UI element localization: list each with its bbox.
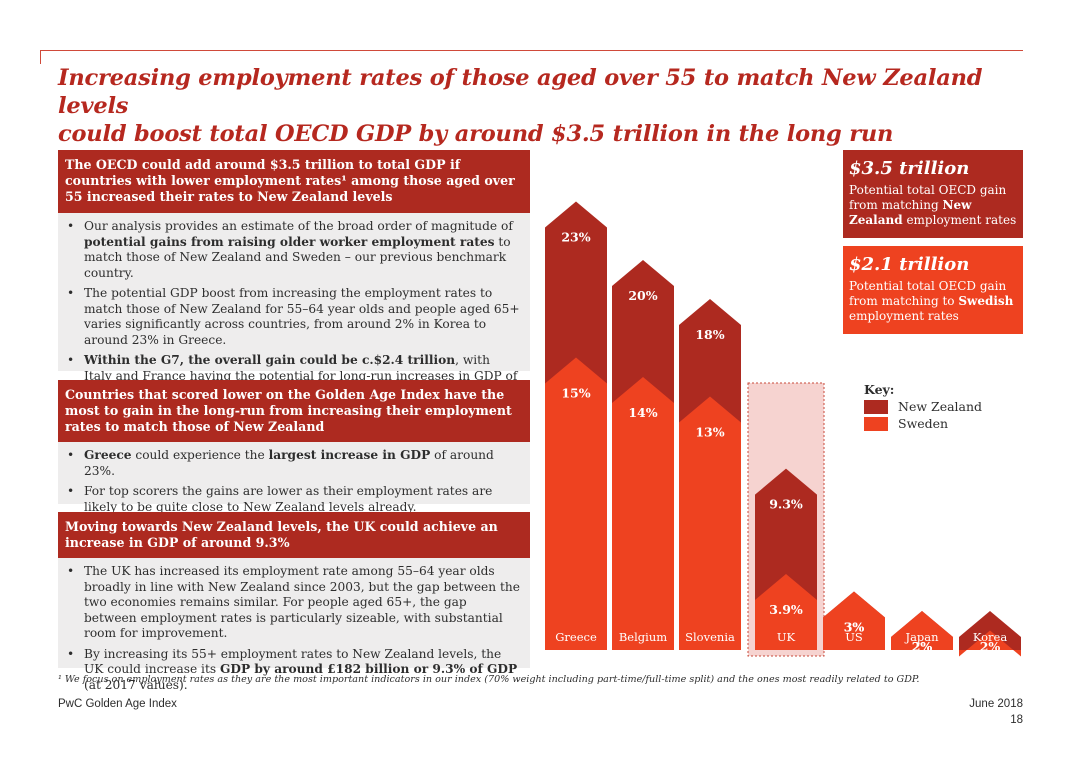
footnote: ¹ We focus on employment rates as they a… [58, 674, 920, 685]
data-label-sweden-japan: 2% [912, 639, 933, 654]
legend-label-sweden: Sweden [898, 416, 949, 431]
data-label-new-zealand-uk: 9.3% [769, 497, 803, 512]
category-label-korea: Korea [973, 630, 1008, 644]
bar-sweden-belgium [612, 377, 674, 650]
stat-value-new-zealand: $3.5 trillion [849, 158, 970, 179]
legend-item-new-zealand: New Zealand [864, 400, 982, 414]
footer-date: June 2018 [969, 698, 1023, 710]
data-label-new-zealand-us: 3% [844, 620, 865, 635]
data-label-sweden-greece: 15% [561, 386, 590, 401]
panel-1-heading: The OECD could add around $3.5 trillion … [58, 150, 530, 213]
stat-value-sweden: $2.1 trillion [849, 254, 970, 275]
data-label-sweden-korea: 1% [980, 659, 1001, 674]
data-label-sweden-us: 3% [844, 620, 865, 635]
page-number: 18 [1010, 714, 1023, 726]
panel-3-bullets: The UK has increased its employment rate… [64, 564, 520, 693]
legend-label-new-zealand: New Zealand [898, 399, 983, 414]
panel-2-body: Greece could experience the largest incr… [58, 442, 530, 514]
bar-sweden-korea [959, 630, 1021, 657]
legend-swatch-sweden [864, 417, 888, 431]
bar-sweden-uk [755, 573, 817, 650]
category-label-greece: Greece [555, 630, 597, 644]
category-label-japan: Japan [904, 630, 939, 644]
stat-box-sweden: $2.1 trillion Potential total OECD gain … [843, 246, 1023, 334]
data-label-sweden-belgium: 14% [628, 405, 657, 420]
stat-desc-sweden: Potential total OECD gain from matching … [849, 279, 1014, 323]
top-rule [40, 50, 1023, 51]
bullet-item: Greece could experience the largest incr… [64, 448, 520, 479]
data-label-sweden-uk: 3.9% [769, 602, 803, 617]
footer-brand: PwC Golden Age Index [58, 698, 177, 710]
category-label-belgium: Belgium [619, 630, 667, 644]
stat-box-new-zealand: $3.5 trillion Potential total OECD gain … [843, 150, 1023, 238]
category-label-slovenia: Slovenia [685, 630, 735, 644]
panel-1-body: Our analysis provides an estimate of the… [58, 213, 530, 398]
top-rule-tick [40, 50, 41, 64]
title-line-1: Increasing employment rates of those age… [58, 65, 983, 119]
category-label-us: US [845, 630, 863, 644]
bar-sweden-us [823, 591, 885, 650]
data-label-new-zealand-belgium: 20% [628, 288, 657, 303]
legend-item-sweden: Sweden [864, 417, 948, 431]
title-line-2: could boost total OECD GDP by around $3.… [58, 121, 894, 147]
bullet-item: For top scorers the gains are lower as t… [64, 484, 520, 515]
data-label-new-zealand-japan: 2% [912, 639, 933, 654]
category-label-uk: UK [777, 630, 796, 644]
panel-3-heading: Moving towards New Zealand levels, the U… [58, 512, 530, 558]
panel-2-heading: Countries that scored lower on the Golde… [58, 380, 530, 442]
data-label-sweden-slovenia: 13% [695, 425, 724, 440]
page-title: Increasing employment rates of those age… [58, 64, 1048, 148]
legend-title: Key: [864, 382, 895, 397]
legend-swatch-new-zealand [864, 400, 888, 414]
data-label-new-zealand-greece: 23% [561, 230, 590, 245]
bullet-item: The UK has increased its employment rate… [64, 564, 520, 642]
bullet-item: Our analysis provides an estimate of the… [64, 219, 520, 281]
bar-sweden-greece [545, 357, 607, 650]
bar-sweden-slovenia [679, 396, 741, 650]
panel-1-bullets: Our analysis provides an estimate of the… [64, 219, 520, 400]
bullet-item: The potential GDP boost from increasing … [64, 286, 520, 348]
panel-3-body: The UK has increased its employment rate… [58, 558, 530, 692]
bar-sweden-japan [891, 611, 953, 650]
data-label-new-zealand-korea: 2% [980, 639, 1001, 654]
panel-2-bullets: Greece could experience the largest incr… [64, 448, 520, 515]
bullet-item: By increasing its 55+ employment rates t… [64, 647, 520, 694]
stat-desc-new-zealand: Potential total OECD gain from matching … [849, 183, 1017, 227]
data-label-new-zealand-slovenia: 18% [695, 327, 724, 342]
